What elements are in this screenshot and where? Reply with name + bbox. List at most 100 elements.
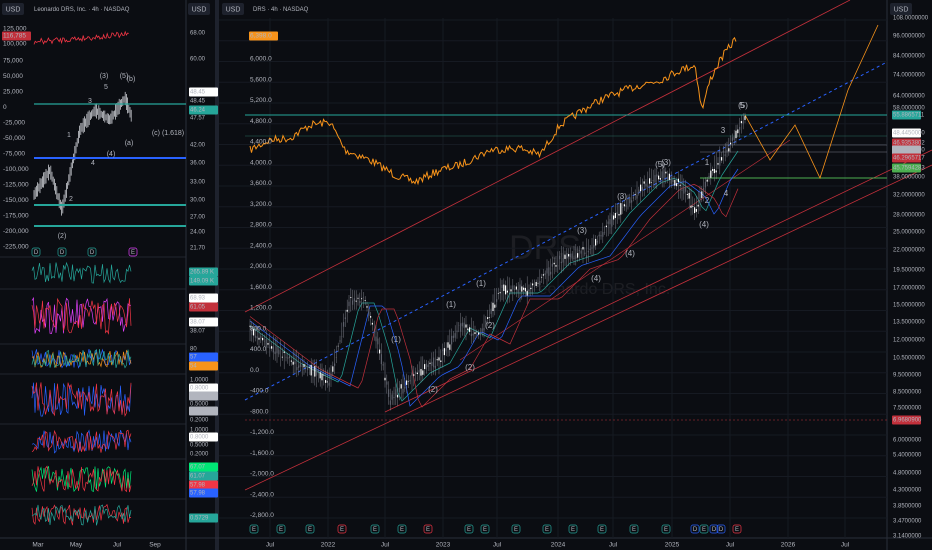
candle-body <box>586 255 588 258</box>
candle-body <box>375 336 377 342</box>
candle-body <box>722 150 724 153</box>
candle-body <box>256 336 258 339</box>
candle-body <box>564 254 566 259</box>
axis-label: 1,600.0 <box>250 284 272 291</box>
axis-label: 400.0 <box>250 346 267 353</box>
candle-body <box>535 282 537 286</box>
candle-body <box>406 380 408 385</box>
axis-label: -125,000 <box>3 182 29 189</box>
candle-body <box>353 298 355 302</box>
currency-button[interactable] <box>2 3 24 15</box>
event-icon <box>423 524 433 534</box>
axis-label: 0 <box>3 104 7 111</box>
axis-label: 74.0000000 <box>893 73 925 79</box>
candle-body <box>292 361 294 365</box>
candle-body <box>483 328 485 331</box>
candle-body <box>290 360 292 362</box>
axis-label: 0.5000 <box>190 402 209 408</box>
axis-label: E <box>600 527 604 533</box>
event-icon <box>31 247 41 257</box>
candle-body <box>611 214 613 227</box>
candle-body <box>652 180 654 182</box>
candle-body <box>427 364 429 368</box>
currency-button[interactable] <box>222 3 244 15</box>
axis-label: 5 <box>740 101 745 110</box>
event-icon <box>568 524 578 534</box>
candle-body <box>384 377 386 381</box>
axis-currency-label[interactable]: USD <box>192 6 207 13</box>
candle-body <box>317 370 319 372</box>
candle-body <box>431 361 433 366</box>
axis-label: 1,200.0 <box>250 305 272 312</box>
candle-body <box>712 169 714 171</box>
candle-body <box>497 293 499 294</box>
candle-body <box>530 287 532 290</box>
event-icon <box>661 524 671 534</box>
axis-label: 125,000 <box>3 26 27 33</box>
value-badge <box>249 31 278 41</box>
candle-body <box>519 284 521 290</box>
axis-label: 6,398.0 <box>250 33 272 40</box>
currency-label[interactable]: USD <box>226 6 241 13</box>
candle-body <box>463 322 465 328</box>
value-badge <box>189 391 218 401</box>
candle-body <box>285 356 287 358</box>
axis-label: (5) <box>738 101 748 110</box>
axis-label: 42.00 <box>190 143 206 149</box>
candle-body <box>420 369 422 376</box>
axis-label: -2,000.0 <box>250 471 274 478</box>
candle-body <box>584 252 586 255</box>
axis-label: E <box>571 527 575 533</box>
candle-body <box>355 300 357 302</box>
candle-body <box>598 234 600 237</box>
axis-label: E <box>279 527 283 533</box>
candle-body <box>613 215 615 220</box>
axis-currency-button[interactable] <box>188 3 210 15</box>
candle-body <box>614 212 616 219</box>
axis-label: -400.0 <box>250 388 269 395</box>
candle-body <box>573 258 575 260</box>
candle-body <box>346 309 348 312</box>
symbol-title: DRS · 4h · NASDAQ <box>253 7 309 13</box>
axis-label: 19.5000000 <box>893 268 925 274</box>
axis-label: 10.5000000 <box>893 356 925 362</box>
candle-body <box>454 333 456 338</box>
axis-label: 50,000 <box>3 73 23 80</box>
axis-label: -25,000 <box>3 120 25 127</box>
candle-body <box>641 187 643 191</box>
candle-body <box>397 394 399 398</box>
currency-label[interactable]: USD <box>6 6 21 13</box>
candle-body <box>658 175 660 180</box>
axis-label: 149.09 K <box>190 279 214 285</box>
candle-body <box>370 316 372 318</box>
axis-label: 45.7594283 <box>893 166 925 172</box>
candle-body <box>321 373 323 381</box>
candle-body <box>364 300 366 301</box>
candle-body <box>443 348 445 356</box>
candle-body <box>460 323 462 332</box>
axis-label: E <box>340 527 344 533</box>
candle-body <box>424 364 426 370</box>
candle-body <box>665 171 667 174</box>
indicator-line <box>31 503 132 526</box>
candle-body <box>719 156 721 166</box>
candle-body <box>488 317 490 318</box>
axis-label: 0.5996 <box>190 394 209 400</box>
axis-currency-button[interactable] <box>890 3 912 15</box>
candle-body <box>544 273 546 276</box>
candle-body <box>551 263 553 267</box>
candle-body <box>335 356 337 358</box>
axis-currency-label[interactable]: USD <box>894 6 909 13</box>
axis-label: 67.07 <box>190 465 206 471</box>
axis-label: 46.24 <box>190 108 206 114</box>
candle-body <box>371 322 373 325</box>
candle-body <box>582 247 584 250</box>
value-badge <box>892 145 921 155</box>
value-badge <box>892 110 921 120</box>
candle-body <box>640 184 642 192</box>
trend-line <box>244 61 888 401</box>
candle-body <box>278 349 280 355</box>
candle-body <box>249 325 251 327</box>
candle-body <box>688 192 690 199</box>
